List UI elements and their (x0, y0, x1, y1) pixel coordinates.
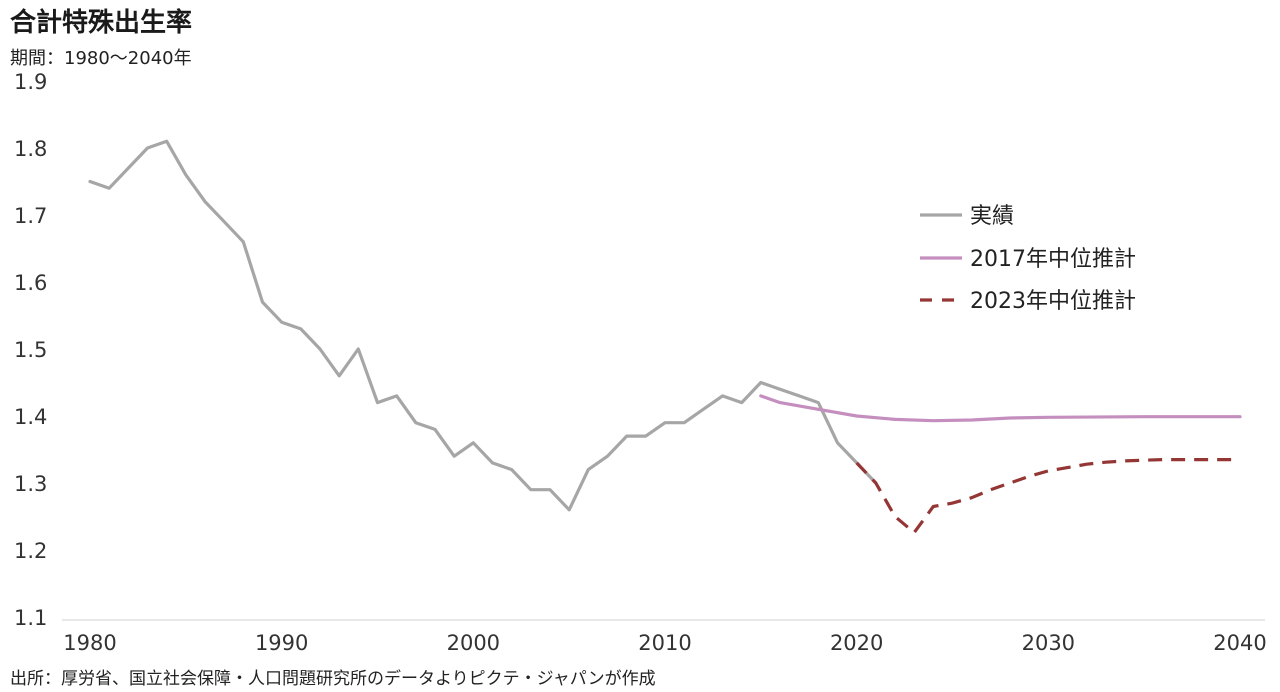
y-axis-ticks: 1.9 1.8 1.7 1.6 1.5 1.4 1.3 1.2 1.1 (14, 70, 47, 630)
chart-title: 合計特殊出生率 (10, 8, 193, 38)
x-tick-label: 2000 (447, 631, 500, 655)
series-line-1 (88, 139, 878, 512)
y-tick-label: 1.9 (14, 70, 47, 94)
x-axis-ticks: 1980 1990 2000 2010 2020 2030 2040 (63, 631, 1266, 655)
y-tick-label: 1.6 (14, 271, 47, 295)
series-layer (88, 139, 1242, 535)
legend-label: 2023年中位推計 (970, 289, 1136, 314)
y-tick-label: 1.5 (14, 338, 47, 362)
x-tick-label: 2020 (830, 631, 883, 655)
x-tick-label: 2040 (1213, 631, 1266, 655)
legend-label: 2017年中位推計 (970, 247, 1136, 272)
x-tick-label: 1980 (63, 631, 116, 655)
y-tick-label: 1.4 (14, 405, 47, 429)
chart-subtitle: 期間：1980～2040年 (10, 48, 192, 69)
source-note: 出所：厚労省、国立社会保障・人口問題研究所のデータよりピクテ・ジャパンが作成 (10, 669, 656, 689)
x-tick-label: 1990 (255, 631, 308, 655)
x-tick-label: 2010 (638, 631, 691, 655)
legend-label: 実績 (970, 204, 1014, 229)
y-tick-label: 1.7 (14, 204, 47, 228)
x-tick-label: 2030 (1022, 631, 1075, 655)
y-tick-label: 1.1 (14, 606, 47, 630)
y-tick-label: 1.3 (14, 472, 47, 496)
series-line-3 (855, 458, 1240, 535)
y-tick-label: 1.8 (14, 137, 47, 161)
y-tick-label: 1.2 (14, 539, 47, 563)
series-line-2 (759, 394, 1242, 423)
legend: 実績 2017年中位推計 2023年中位推計 (920, 204, 1136, 314)
